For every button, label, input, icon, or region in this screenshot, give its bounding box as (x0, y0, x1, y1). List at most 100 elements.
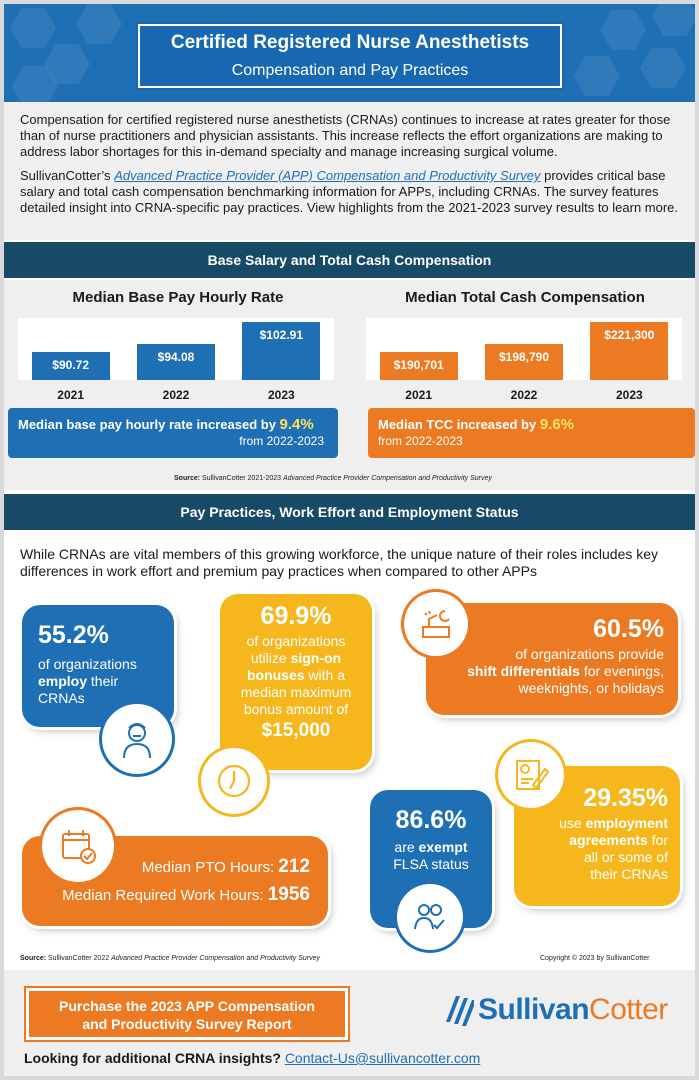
agree-text-4: their CRNAs (590, 866, 668, 882)
chart-title-base-pay: Median Base Pay Hourly Rate (72, 289, 284, 306)
source-note-2: Source: SullivanCotter 2022 Advanced Pra… (20, 955, 320, 962)
contract-pen-icon (498, 742, 564, 808)
intro-p2-prefix: SullivanCotter’s (20, 168, 115, 183)
signon-text-bold-2: bonuses (246, 667, 305, 683)
chart-bar: $190,701 (379, 352, 458, 380)
chart-x-tick: 2022 (162, 388, 190, 402)
survey-link[interactable]: Advanced Practice Provider (APP) Compens… (114, 168, 541, 183)
work-hours-value: 1956 (267, 884, 310, 905)
chart-bar: $94.08 (137, 343, 215, 380)
source1-prefix: Source: (174, 475, 203, 482)
header-banner: Certified Registered Nurse Anesthetists … (4, 4, 695, 102)
logo-mark-icon (446, 996, 474, 1026)
purchase-report-button[interactable]: Purchase the 2023 APP Compensation and P… (26, 988, 348, 1040)
signon-text-1: of organizations (246, 633, 346, 649)
charts-area: Median Base Pay Hourly Rate Median Total… (4, 280, 695, 490)
footer: Purchase the 2023 APP Compensation and P… (4, 970, 695, 1076)
calendar-check-icon (42, 810, 114, 882)
source2-survey: Advanced Practice Provider Compensation … (111, 955, 320, 962)
contact-label: Looking for additional CRNA insights? (24, 1050, 285, 1066)
chart-bar: $221,300 (590, 322, 669, 380)
intro-paragraph-1: Compensation for certified registered nu… (20, 112, 671, 159)
agree-text-bold-2: agreements (569, 832, 648, 848)
tcc-callout: Median TCC increased by 9.6% from 2022-2… (368, 408, 695, 458)
source1-brand: SullivanCotter 2021-2023 (202, 475, 283, 482)
shift-text-2: for evenings, (579, 663, 664, 679)
chart-x-tick: 2023 (267, 388, 295, 402)
base-pay-chart: $90.72 $94.08 $102.91 (18, 318, 334, 380)
pto-line: Median PTO Hours: 212 (40, 856, 310, 878)
tcc-callout-text: Median TCC increased by (378, 417, 540, 432)
flsa-text-bold: exempt (418, 839, 468, 855)
section-title-pay-practices: Pay Practices, Work Effort and Employmen… (4, 494, 695, 530)
section-title-compensation: Base Salary and Total Cash Compensation (4, 242, 695, 278)
logo-text-cotter: Cotter (589, 993, 668, 1026)
chart-bar: $198,790 (485, 344, 563, 380)
stats-intro-text: While CRNAs are vital members of this gr… (20, 546, 659, 579)
chart-x-tick: 2023 (615, 388, 643, 402)
employ-pct: 55.2% (38, 621, 109, 649)
work-hours-line: Median Required Work Hours: 1956 (40, 884, 310, 906)
shift-text-bold: shift differentials (467, 663, 580, 679)
contact-line: Looking for additional CRNA insights? Co… (24, 1050, 480, 1066)
nurse-icon (102, 704, 172, 774)
logo-text-sullivan: Sullivan (478, 993, 590, 1026)
employ-text-bold: employ (38, 673, 88, 689)
page-subtitle: Compensation and Pay Practices (231, 62, 469, 79)
sullivancotter-logo[interactable]: SullivanCotter (444, 992, 668, 1028)
shift-stat-card: 60.5% of organizations provide shift dif… (426, 603, 678, 715)
clock-icon (201, 748, 267, 814)
intro-p2-suffix: provides critical base salary and total … (20, 168, 679, 215)
flsa-text-1: are (394, 839, 419, 855)
signon-text-5: bonus amount of (243, 701, 349, 717)
agree-text-3: all or some of (583, 849, 668, 865)
agreements-stat-card: 29.35% use employment agreements for all… (514, 766, 680, 906)
tcc-chart: $190,701 $198,790 $221,300 (366, 318, 682, 380)
chart-bar: $90.72 (31, 352, 110, 380)
tcc-callout-value: 9.6% (539, 416, 575, 433)
base-pay-callout: Median base pay hourly rate increased by… (8, 408, 338, 458)
intro-paragraph-2: SullivanCotter’s Advanced Practice Provi… (20, 168, 679, 216)
pto-label: Median PTO Hours: (141, 859, 279, 876)
employ-text-3: CRNAs (38, 690, 85, 706)
base-callout-value: 9.4% (279, 416, 314, 433)
work-hours-label: Median Required Work Hours: (62, 887, 268, 904)
flsa-text-2: FLSA status (393, 856, 469, 872)
contact-email-link[interactable]: Contact-Us@sullivancotter.com (284, 1050, 481, 1066)
flsa-pct: 86.6% (395, 806, 467, 834)
signon-text-3: with a (304, 667, 346, 683)
source2-brand: SullivanCotter 2022 (48, 955, 112, 962)
signon-pct: 69.9% (260, 602, 332, 630)
purchase-line-1: Purchase the 2023 APP Compensation (59, 998, 315, 1014)
desk-lamp-icon (404, 592, 468, 656)
agree-text-bold-1: employment (585, 815, 668, 831)
agree-text-2: for (647, 832, 668, 848)
chart-x-tick: 2021 (57, 388, 84, 402)
agree-pct: 29.35% (583, 784, 668, 812)
employ-text-1: of organizations (38, 656, 137, 672)
purchase-line-2: and Productivity Survey Report (82, 1016, 292, 1032)
agree-text-1: use (559, 815, 586, 831)
base-callout-period: from 2022-2023 (239, 434, 324, 448)
shift-pct: 60.5% (593, 615, 664, 643)
title-box: Certified Registered Nurse Anesthetists … (138, 24, 562, 88)
people-check-icon (397, 884, 463, 950)
signon-text-2: utilize (250, 650, 291, 666)
chart-bar: $102.91 (242, 322, 321, 380)
page-title: Certified Registered Nurse Anesthetists (170, 32, 530, 53)
shift-text-1: of organizations provide (515, 646, 664, 662)
pto-value: 212 (278, 856, 310, 877)
chart-title-tcc: Median Total Cash Compensation (405, 289, 645, 306)
signon-amount: $15,000 (261, 720, 331, 741)
chart-x-tick: 2022 (510, 388, 538, 402)
copyright: Copyright © 2023 by SullivanCotter (540, 955, 650, 962)
employ-stat-card: 55.2% of organizations employ their CRNA… (22, 605, 174, 727)
chart-x-tick: 2021 (405, 388, 432, 402)
signon-text-4: median maximum (240, 684, 352, 700)
employ-text-2: their (87, 673, 119, 689)
tcc-callout-period: from 2022-2023 (378, 434, 463, 448)
source-note-1: Source: SullivanCotter 2021-2023 Advance… (174, 475, 492, 482)
source1-survey: Advanced Practice Provider Compensation … (282, 475, 492, 482)
signon-text-bold-1: sign-on (290, 650, 342, 666)
